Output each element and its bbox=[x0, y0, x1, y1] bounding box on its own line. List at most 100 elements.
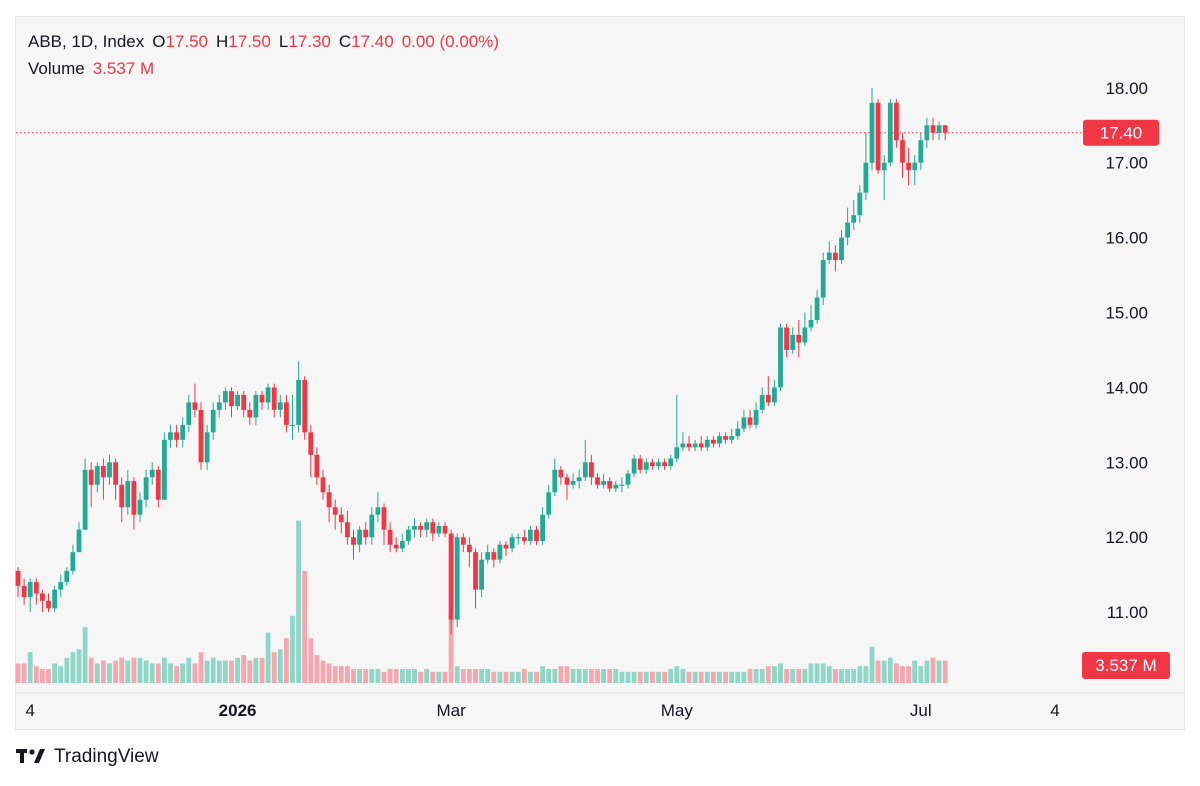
volume-bar bbox=[546, 669, 552, 683]
chart-frame bbox=[15, 16, 1185, 730]
candle-body bbox=[155, 469, 161, 500]
candle-body bbox=[387, 529, 393, 545]
volume-bar bbox=[223, 660, 228, 683]
volume-bar bbox=[70, 652, 76, 683]
volume-bar bbox=[814, 663, 820, 683]
candle-body bbox=[216, 402, 222, 410]
candle-body bbox=[643, 462, 649, 470]
candle-body bbox=[900, 140, 905, 163]
candle-body bbox=[119, 484, 125, 508]
volume-bar bbox=[82, 627, 88, 683]
volume-bar bbox=[52, 663, 57, 683]
volume-bar bbox=[229, 660, 234, 683]
candle-body bbox=[845, 222, 850, 238]
last-volume-label: 3.537 M bbox=[1095, 656, 1156, 675]
volume-bar bbox=[778, 663, 783, 683]
ohlc-legend: ABB, 1D, Index O17.50 H17.50 L17.30 C17.40 0.… bbox=[28, 32, 499, 52]
candle-body bbox=[741, 417, 747, 429]
volume-bar bbox=[430, 671, 436, 683]
last-price-label: 17.40 bbox=[1100, 124, 1143, 143]
candle-body bbox=[235, 394, 240, 407]
volume-bar bbox=[558, 666, 564, 683]
volume-bar bbox=[485, 669, 491, 683]
volume-bar bbox=[613, 669, 619, 683]
volume-bar bbox=[131, 657, 137, 683]
candle-body bbox=[296, 379, 301, 425]
candle-body bbox=[521, 537, 527, 541]
volume-bar bbox=[15, 663, 21, 683]
candle-body bbox=[454, 537, 460, 620]
candle-body bbox=[430, 522, 436, 534]
candle-body bbox=[656, 462, 661, 467]
candle-body bbox=[912, 162, 918, 171]
volume-bar bbox=[210, 657, 216, 683]
time-tick-label: Jul bbox=[910, 701, 932, 720]
candle-body bbox=[351, 537, 356, 545]
candle-body bbox=[137, 499, 143, 515]
candle-body bbox=[186, 402, 192, 425]
candle-body bbox=[424, 522, 430, 530]
volume-bar bbox=[765, 666, 771, 683]
volume-bar bbox=[393, 669, 399, 683]
volume-bar bbox=[363, 669, 369, 683]
candle-body bbox=[625, 473, 631, 485]
candle-body bbox=[924, 125, 930, 141]
volume-bar bbox=[436, 671, 442, 683]
time-tick-label: 2026 bbox=[219, 701, 257, 720]
volume-bar bbox=[924, 660, 930, 683]
low-value: 17.30 bbox=[288, 32, 331, 51]
candle-body bbox=[839, 237, 844, 261]
candle-body bbox=[442, 525, 448, 534]
candle-body bbox=[393, 544, 399, 549]
candle-body bbox=[64, 570, 70, 583]
volume-bar bbox=[528, 671, 533, 683]
volume-bar bbox=[277, 649, 283, 683]
volume-bar bbox=[235, 657, 240, 683]
candle-body bbox=[613, 484, 619, 489]
candle-body bbox=[784, 327, 789, 350]
volume-bar bbox=[845, 669, 850, 683]
volume-bar bbox=[314, 655, 320, 683]
candle-body bbox=[40, 593, 45, 601]
candle-body bbox=[229, 391, 234, 407]
candle-body bbox=[369, 514, 375, 538]
volume-bar bbox=[204, 660, 210, 683]
candle-body bbox=[284, 402, 289, 425]
candle-body bbox=[46, 600, 51, 609]
candle-body bbox=[826, 252, 832, 261]
volume-bar bbox=[198, 652, 204, 683]
volume-bar bbox=[833, 669, 838, 683]
candle-body bbox=[15, 570, 21, 586]
volume-bar bbox=[576, 669, 582, 683]
volume-bar bbox=[406, 669, 411, 683]
candle-body bbox=[601, 481, 606, 485]
volume-bar bbox=[515, 671, 521, 683]
candle-body bbox=[607, 481, 613, 489]
brand[interactable]: TradingView bbox=[16, 746, 159, 768]
candle-body bbox=[497, 544, 503, 560]
candle-body bbox=[223, 391, 228, 403]
volume-bar bbox=[723, 671, 728, 683]
candle-body bbox=[662, 462, 667, 467]
candle-body bbox=[869, 102, 875, 163]
volume-bar bbox=[564, 666, 570, 683]
candle-body bbox=[491, 552, 497, 560]
volume-bar bbox=[418, 671, 423, 683]
volume-bar bbox=[881, 660, 887, 683]
volume-bar bbox=[320, 660, 326, 683]
volume-bar bbox=[101, 660, 106, 683]
last-volume-badge bbox=[1082, 652, 1170, 679]
candle-body bbox=[76, 529, 82, 553]
candle-body bbox=[94, 466, 100, 485]
volume-bar bbox=[582, 669, 588, 683]
volume-bar bbox=[570, 669, 576, 683]
volume-bar bbox=[942, 660, 948, 683]
volume-bar bbox=[296, 520, 301, 683]
volume-bar bbox=[686, 671, 692, 683]
volume-bar bbox=[668, 669, 674, 683]
candle-body bbox=[381, 507, 387, 530]
volume-bar bbox=[94, 663, 100, 683]
volume-bar bbox=[863, 666, 869, 683]
candle-body bbox=[778, 327, 783, 388]
